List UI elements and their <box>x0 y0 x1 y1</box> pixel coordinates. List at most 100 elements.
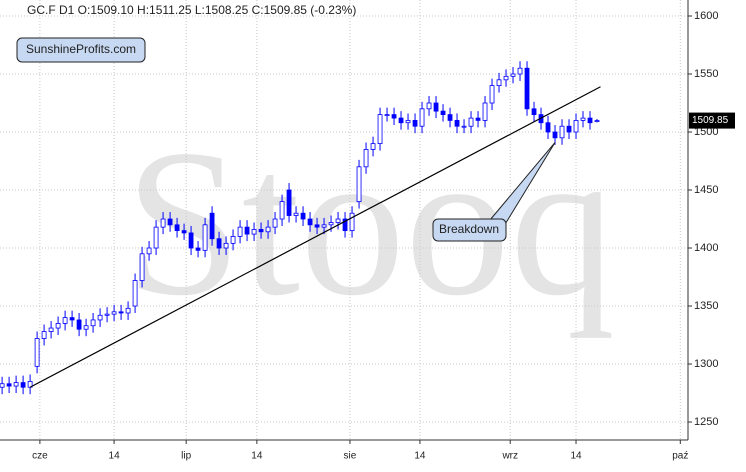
candle-body <box>244 226 250 235</box>
x-tick-label: sie <box>344 451 357 462</box>
candle-body <box>412 120 418 127</box>
y-tick-label: 1500 <box>694 126 718 138</box>
candle-body <box>104 313 110 316</box>
candle-body <box>475 117 481 121</box>
candle-body <box>293 212 299 216</box>
x-tick-label: paź <box>672 451 688 462</box>
candle-body <box>405 120 411 124</box>
x-tick-label: 14 <box>570 451 582 462</box>
candle-body <box>447 114 453 121</box>
badge: SunshineProfits.com <box>26 42 136 56</box>
candle-body <box>132 280 138 307</box>
candle-body <box>307 218 313 226</box>
candle-body <box>153 226 159 249</box>
candle-body <box>202 224 208 251</box>
candle-body <box>552 131 558 139</box>
candle-body <box>482 102 488 121</box>
candle-body <box>258 229 264 233</box>
watermark: Stooq <box>125 107 615 339</box>
candle-body <box>55 323 61 329</box>
candle-body <box>300 212 306 220</box>
x-tick-label: 14 <box>251 451 263 462</box>
candle-body <box>90 319 96 327</box>
candle-body <box>496 79 502 87</box>
candle-body <box>286 189 292 216</box>
y-tick-label: 1550 <box>694 68 718 80</box>
candle-body <box>181 230 187 234</box>
candle-body <box>559 125 565 139</box>
y-tick-label: 1450 <box>694 184 718 196</box>
candle-body <box>216 238 222 249</box>
candle-body <box>587 117 593 124</box>
candle-body <box>62 317 68 324</box>
candle-body <box>223 242 229 249</box>
candle-body <box>314 224 320 228</box>
candle-body <box>363 149 369 168</box>
candle-body <box>0 383 5 388</box>
callout-label: Breakdown <box>439 222 499 236</box>
candle-body <box>69 317 75 321</box>
candle-body <box>335 218 341 223</box>
price-tag-label: 1509.85 <box>692 115 729 126</box>
x-tick-label: 14 <box>414 451 426 462</box>
x-tick-label: cze <box>32 451 48 462</box>
candle-body <box>545 122 551 133</box>
candle-body <box>419 108 425 127</box>
candle-body <box>167 218 173 226</box>
candle-body <box>13 382 19 387</box>
candle-body <box>573 120 579 133</box>
candle-body <box>566 125 572 133</box>
y-tick-label: 1250 <box>694 416 718 428</box>
candle-body <box>461 125 467 128</box>
candle-body <box>594 120 600 122</box>
candle-body <box>76 319 82 330</box>
candle-body <box>48 327 54 332</box>
candle-body <box>251 229 257 235</box>
candle-body <box>195 247 201 251</box>
candle-body <box>20 382 26 388</box>
candle-body <box>531 108 537 116</box>
trendline <box>29 86 601 388</box>
candle-body <box>272 218 278 228</box>
candle-body <box>41 331 47 339</box>
y-tick-label: 1300 <box>694 358 718 370</box>
candle-body <box>489 85 495 104</box>
candle-body <box>328 222 334 226</box>
candle-body <box>517 67 523 75</box>
candle-body <box>580 117 586 121</box>
candle-body <box>83 325 89 330</box>
candle-body <box>349 212 355 232</box>
candle-body <box>174 224 180 232</box>
x-tick-label: lip <box>181 451 191 462</box>
candle-body <box>209 212 215 240</box>
badge-box <box>16 37 146 63</box>
candle-body <box>188 232 194 249</box>
header: GC.F D1 O:1509.10 H:1511.25 L:1508.25 C:… <box>27 3 356 17</box>
candle-body <box>321 224 327 228</box>
candle-body <box>97 314 103 321</box>
candle-body <box>454 120 460 127</box>
candle-body <box>139 253 145 281</box>
candle-body <box>468 117 474 127</box>
candle-body <box>118 311 124 314</box>
candle-body <box>391 114 397 119</box>
candle-body <box>125 307 131 314</box>
candle-body <box>146 247 152 255</box>
candle-body <box>524 67 530 110</box>
candle-body <box>440 110 446 116</box>
candle-body <box>510 73 516 77</box>
candle-body <box>265 226 271 233</box>
candle-body <box>237 226 243 237</box>
y-tick-label: 1400 <box>694 242 718 254</box>
candle-body <box>370 143 376 150</box>
candle-body <box>433 102 439 112</box>
candle-body <box>377 114 383 145</box>
candle-body <box>279 201 285 220</box>
candle-body <box>342 218 348 232</box>
candle-body <box>34 338 40 367</box>
price-tag <box>689 112 735 129</box>
candle-body <box>356 166 362 203</box>
x-tick-label: 14 <box>109 451 121 462</box>
candle-body <box>230 236 236 244</box>
callout-box <box>432 218 507 242</box>
